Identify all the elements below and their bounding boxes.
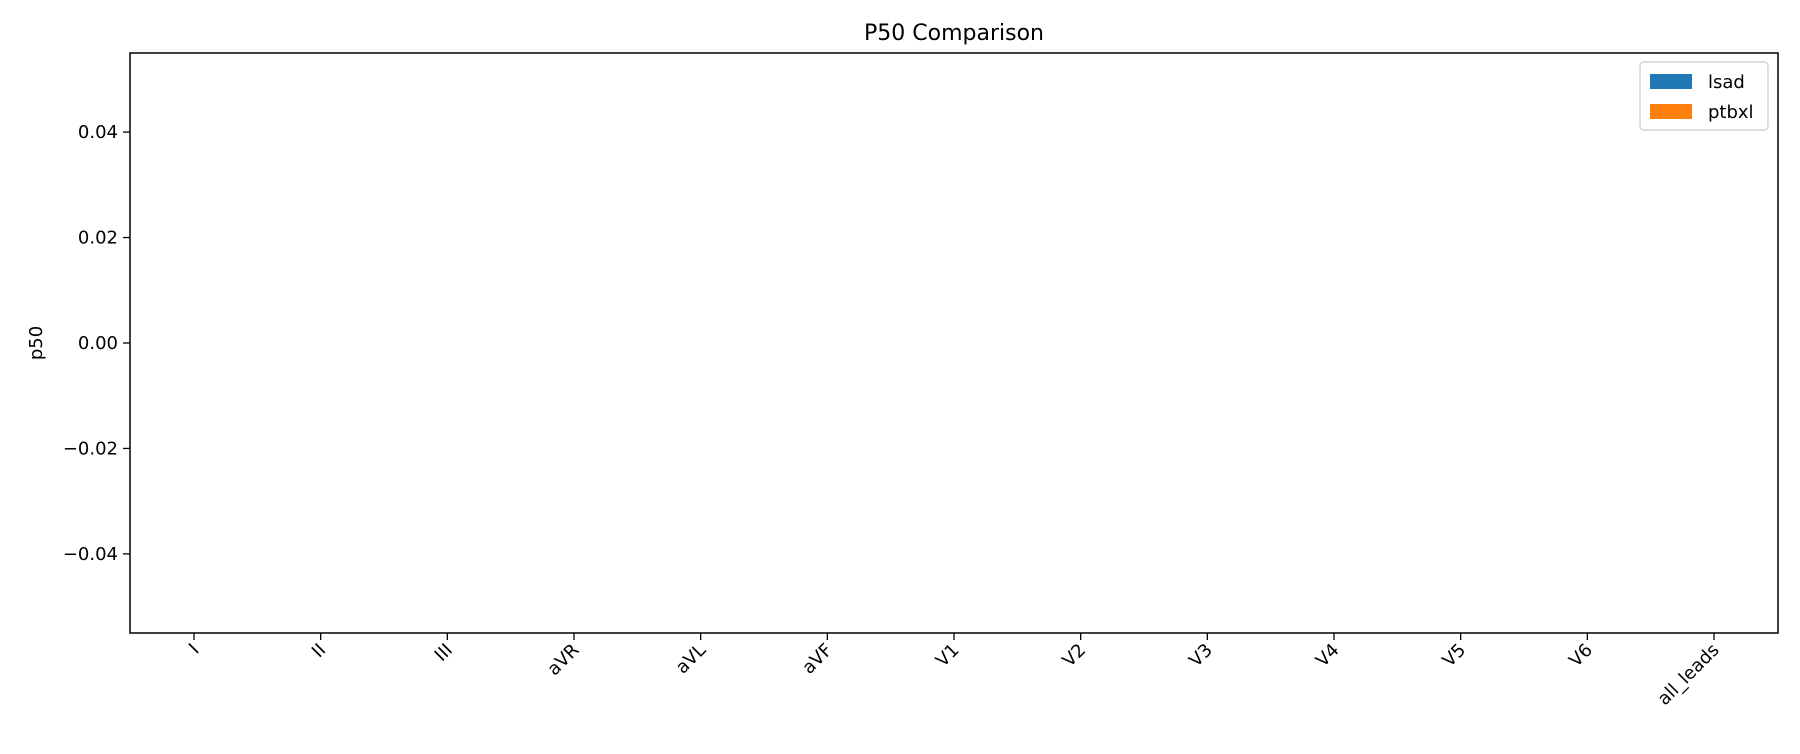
x-tick-label: V3 — [1185, 640, 1217, 672]
x-tick-label: aVF — [798, 640, 837, 679]
legend-label-lsad: lsad — [1708, 72, 1745, 93]
x-tick-label: III — [431, 640, 457, 666]
legend-swatch-ptbxl — [1650, 104, 1692, 119]
y-tick-label: 0.02 — [78, 228, 118, 249]
legend-swatch-lsad — [1650, 74, 1692, 89]
legend: lsad ptbxl — [1639, 61, 1769, 131]
y-tick-label: −0.04 — [63, 544, 118, 565]
chart-title: P50 Comparison — [864, 21, 1044, 46]
x-tick-label: V5 — [1439, 640, 1471, 672]
plot-frame — [129, 52, 1779, 634]
x-tick-label: V2 — [1059, 640, 1091, 672]
x-tick-label: I — [185, 640, 204, 659]
x-tick-label: aVL — [672, 640, 710, 678]
y-tick-label: 0.00 — [78, 333, 118, 354]
y-axis-label: p50 — [26, 326, 47, 360]
plot-area — [129, 52, 1779, 634]
x-tick-label: all_leads — [1654, 640, 1724, 710]
x-tick-label: V6 — [1565, 640, 1597, 672]
x-tick-label: II — [308, 640, 330, 662]
x-tick-label: V1 — [932, 640, 964, 672]
x-tick-label: aVR — [543, 640, 583, 680]
y-tick-label: 0.04 — [78, 122, 118, 143]
y-tick-label: −0.02 — [63, 438, 118, 459]
x-axis-ticks: I II III aVR aVL aVF V1 V2 V3 V4 V5 V6 all_leads — [185, 633, 1724, 710]
legend-label-ptbxl: ptbxl — [1708, 102, 1754, 123]
y-axis-ticks: 0.04 0.02 0.00 −0.02 −0.04 — [63, 122, 130, 565]
x-tick-label: V4 — [1312, 640, 1344, 672]
